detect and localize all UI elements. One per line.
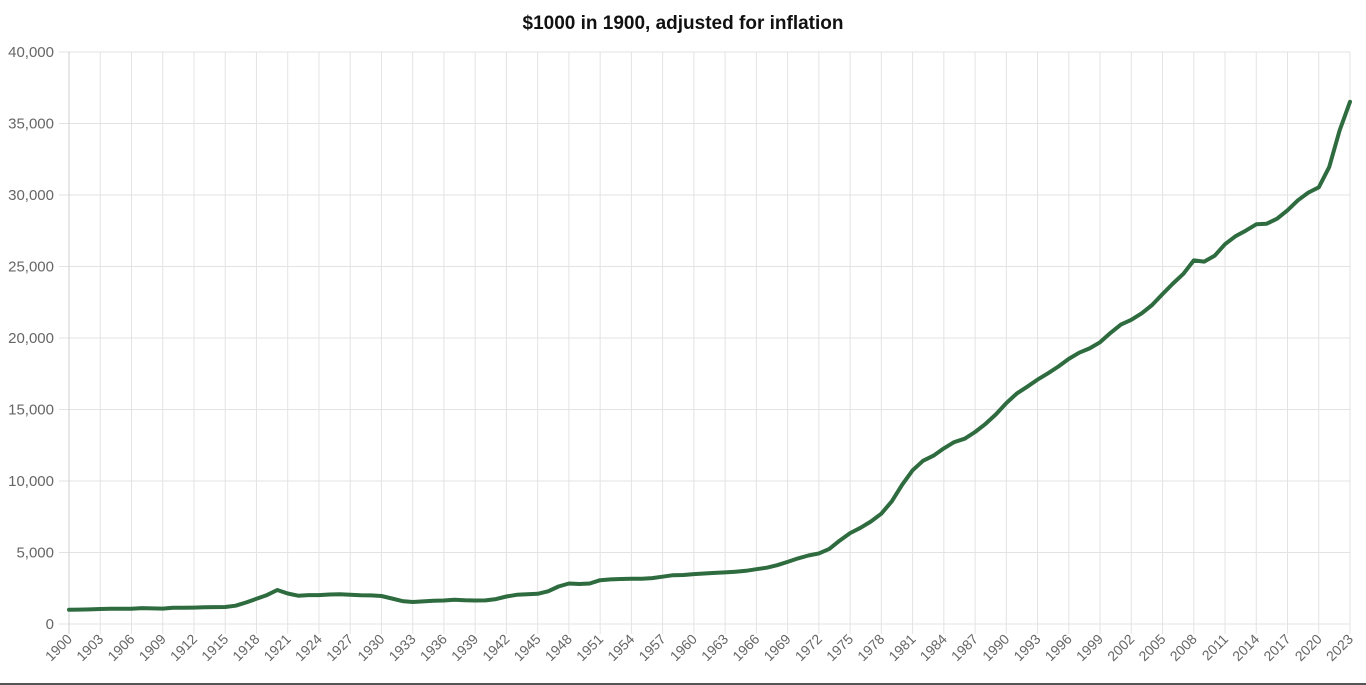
x-tick-label: 1993 [1010,631,1043,664]
x-tick-label: 2005 [1135,631,1168,664]
x-tick-label: 1966 [729,631,762,664]
x-tick-label: 1900 [42,631,75,664]
x-tick-label: 1939 [448,631,481,664]
x-tick-label: 1999 [1073,631,1106,664]
grid-lines [59,51,1351,634]
x-tick-label: 1954 [604,631,637,664]
x-tick-label: 1933 [385,631,418,664]
x-tick-label: 1942 [479,631,512,664]
y-tick-label: 40,000 [8,44,54,61]
x-tick-label: 1948 [542,631,575,664]
x-tick-label: 1978 [854,631,887,664]
x-tick-label: 1984 [917,631,950,664]
x-tick-label: 1975 [823,631,856,664]
y-tick-label: 20,000 [8,330,54,347]
series-line [67,99,1352,612]
x-tick-label: 1951 [573,631,606,664]
x-tick-label: 1990 [979,631,1012,664]
y-tick-label: 25,000 [8,259,54,276]
x-tick-label: 1972 [792,631,825,664]
y-tick-label: 10,000 [8,473,54,490]
x-tick-label: 1903 [73,631,106,664]
y-axis: 0 5,000 10,000 15,000 20,000 25,000 30,000 35,0… [8,44,54,633]
y-tick-label: 5,000 [16,545,54,562]
x-tick-label: 1936 [417,631,450,664]
y-tick-label: 30,000 [8,187,54,204]
x-tick-label: 1996 [1042,631,1075,664]
x-tick-label: 1957 [635,631,668,664]
chart-title: $1000 in 1900, adjusted for inflation [522,13,844,34]
x-tick-label: 1924 [292,631,325,664]
x-tick-label: 1981 [885,631,918,664]
y-tick-label: 15,000 [8,402,54,419]
x-tick-label: 1963 [698,631,731,664]
x-axis: 1900190319061909191219151918192119241927… [42,631,1356,664]
y-tick-label: 0 [46,616,54,633]
x-tick-label: 1915 [198,631,231,664]
x-tick-label: 1906 [104,631,137,664]
x-tick-label: 2008 [1167,631,1200,664]
x-tick-label: 1987 [948,631,981,664]
x-tick-label: 1912 [167,631,200,664]
x-tick-label: 1909 [136,631,169,664]
x-tick-label: 2011 [1199,631,1232,664]
x-tick-label: 2014 [1229,631,1262,664]
bottom-border [0,683,1366,685]
x-tick-label: 1918 [229,631,262,664]
x-tick-label: 1921 [260,631,293,664]
x-tick-label: 1960 [667,631,700,664]
x-tick-label: 1969 [760,631,793,664]
x-tick-label: 2017 [1260,631,1293,664]
x-tick-label: 2023 [1323,631,1356,664]
x-tick-label: 1945 [510,631,543,664]
x-tick-label: 2002 [1104,631,1137,664]
x-tick-label: 1927 [323,631,356,664]
x-tick-label: 1930 [354,631,387,664]
y-tick-label: 35,000 [8,116,54,133]
x-tick-label: 2020 [1292,631,1325,664]
